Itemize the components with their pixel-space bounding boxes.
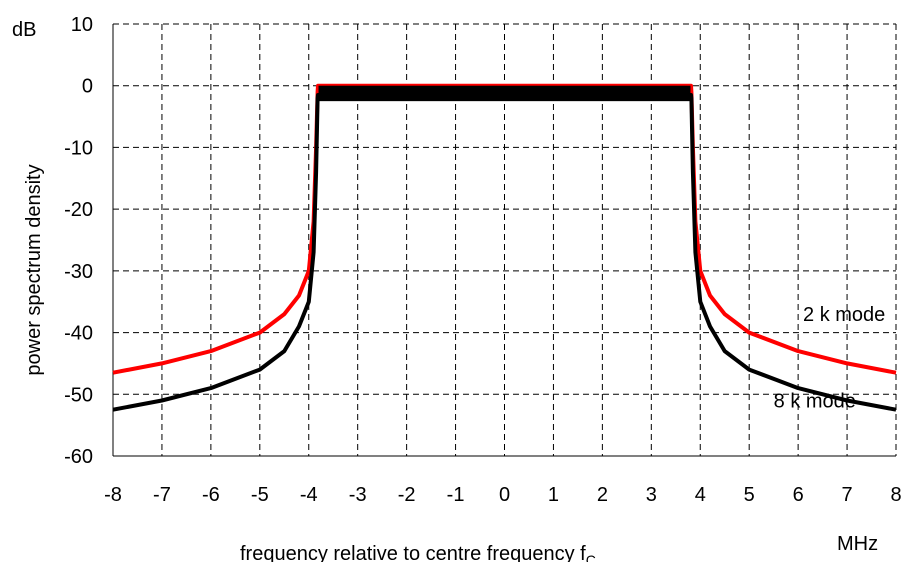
axis-labels: dB MHz power spectrum density frequency … (12, 19, 878, 562)
x-unit-label: MHz (837, 533, 878, 555)
y-tick-label: -20 (64, 199, 93, 221)
series-line-8k (112, 93, 897, 412)
x-axis-label: frequency relative to centre frequency f… (240, 543, 596, 562)
x-tick-label: -7 (153, 484, 171, 506)
y-axis-label: power spectrum density (23, 164, 45, 375)
annotation-2k-mode: 2 k mode (803, 304, 885, 326)
x-tick-label: -4 (300, 484, 318, 506)
y-tick-label: 10 (71, 14, 93, 36)
y-tick-label: -50 (64, 384, 93, 406)
x-tick-label: 8 (890, 484, 901, 506)
tick-labels: -8 -7 -6 -5 -4 -3 -2 -1 0 1 2 3 4 5 6 7 8100-10-20-30-40… (64, 14, 901, 506)
series-layer (112, 83, 897, 412)
x-tick-label: -3 (349, 484, 367, 506)
y-tick-label: -10 (64, 137, 93, 159)
x-tick-label: -5 (251, 484, 269, 506)
x-tick-label: 3 (646, 484, 657, 506)
x-tick-label: -6 (202, 484, 220, 506)
x-tick-label: 0 (499, 484, 510, 506)
annotations: 2 k mode 8 k mode (774, 304, 886, 412)
x-tick-label: 2 (597, 484, 608, 506)
x-tick-label: 7 (842, 484, 853, 506)
x-tick-label: -8 (104, 484, 122, 506)
x-tick-label: 1 (548, 484, 559, 506)
y-tick-label: -30 (64, 261, 93, 283)
x-axis-label-subscript: C (586, 552, 596, 562)
y-tick-label: -40 (64, 323, 93, 345)
x-tick-label: 4 (695, 484, 706, 506)
annotation-8k-mode: 8 k mode (774, 390, 856, 412)
x-tick-label: -1 (447, 484, 465, 506)
y-tick-label: -60 (64, 446, 93, 468)
passband-block (318, 85, 691, 102)
series-line-2k (112, 83, 897, 375)
x-tick-label: 6 (793, 484, 804, 506)
y-tick-label: 0 (82, 76, 93, 98)
x-tick-label: 5 (744, 484, 755, 506)
x-tick-label: -2 (398, 484, 416, 506)
y-unit-label: dB (12, 19, 36, 41)
